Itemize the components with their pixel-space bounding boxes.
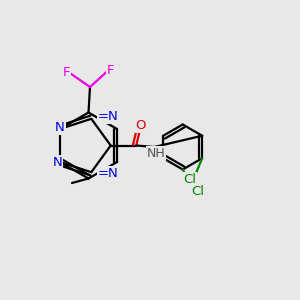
Text: Cl: Cl: [184, 173, 197, 186]
Text: =N: =N: [98, 167, 119, 180]
Text: O: O: [136, 119, 146, 132]
Text: NH: NH: [146, 147, 165, 160]
Text: N: N: [55, 121, 65, 134]
Text: F: F: [106, 64, 114, 77]
Text: Cl: Cl: [191, 184, 204, 198]
Text: F: F: [63, 65, 71, 79]
Text: =N: =N: [98, 110, 119, 123]
Text: N: N: [52, 155, 62, 169]
